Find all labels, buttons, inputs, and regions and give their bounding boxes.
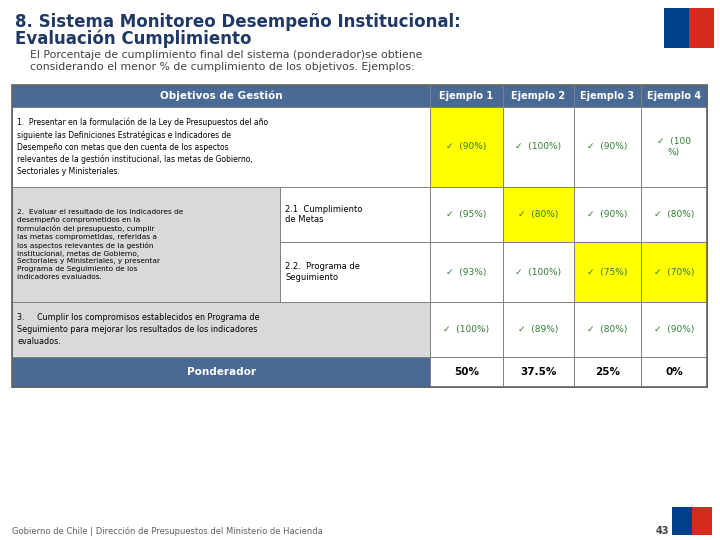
Bar — [430, 107, 503, 187]
Text: ✓  (75%): ✓ (75%) — [588, 267, 628, 276]
Text: Ejemplo 4: Ejemplo 4 — [647, 91, 701, 101]
Text: 2.  Evaluar el resultado de los indicadores de
desempeño comprometidos en la
for: 2. Evaluar el resultado de los indicador… — [17, 209, 184, 280]
Bar — [503, 107, 574, 187]
Bar — [692, 507, 712, 535]
Bar — [12, 357, 430, 387]
Bar — [430, 357, 503, 387]
Text: ✓  (93%): ✓ (93%) — [446, 267, 487, 276]
Text: ✓  (100
%): ✓ (100 %) — [657, 137, 691, 157]
Bar — [641, 85, 707, 107]
Text: ✓  (100%): ✓ (100%) — [444, 325, 490, 334]
Text: 0%: 0% — [665, 367, 683, 377]
Bar — [503, 187, 574, 242]
Bar — [503, 242, 574, 302]
Bar — [574, 242, 641, 302]
Text: Objetivos de Gestión: Objetivos de Gestión — [160, 91, 282, 102]
Bar — [641, 302, 707, 357]
Bar — [430, 302, 503, 357]
Text: 1.  Presentar en la formulación de la Ley de Presupuestos del año
siguiente las : 1. Presentar en la formulación de la Ley… — [17, 118, 268, 176]
Bar — [641, 107, 707, 187]
Bar — [664, 8, 689, 48]
Text: ✓  (90%): ✓ (90%) — [446, 143, 487, 152]
Bar — [574, 85, 641, 107]
Text: El Porcentaje de cumplimiento final del sistema (ponderador)se obtiene: El Porcentaje de cumplimiento final del … — [30, 50, 423, 60]
Text: ✓  (80%): ✓ (80%) — [518, 210, 559, 219]
Text: ✓  (70%): ✓ (70%) — [654, 267, 694, 276]
Bar — [574, 187, 641, 242]
Bar — [641, 357, 707, 387]
Bar — [280, 187, 430, 242]
Text: 43: 43 — [656, 526, 670, 536]
Bar — [641, 187, 707, 242]
Bar — [503, 302, 574, 357]
Text: ✓  (90%): ✓ (90%) — [588, 143, 628, 152]
Bar — [12, 85, 707, 387]
Text: 37.5%: 37.5% — [521, 367, 557, 377]
Text: ✓  (100%): ✓ (100%) — [516, 143, 562, 152]
Bar — [574, 107, 641, 187]
Bar — [689, 8, 714, 48]
Text: Evaluación Cumplimiento: Evaluación Cumplimiento — [15, 30, 251, 49]
Text: 3.     Cumplir los compromisos establecidos en Programa de
Seguimiento para mejo: 3. Cumplir los compromisos establecidos … — [17, 313, 259, 346]
Bar — [12, 107, 430, 187]
Text: considerando el menor % de cumplimiento de los objetivos. Ejemplos:: considerando el menor % de cumplimiento … — [30, 62, 415, 72]
Bar — [430, 85, 503, 107]
Bar — [503, 357, 574, 387]
Bar — [574, 302, 641, 357]
Text: ✓  (90%): ✓ (90%) — [654, 325, 694, 334]
Text: 2.2.  Programa de
Seguimiento: 2.2. Programa de Seguimiento — [285, 262, 360, 282]
Text: ✓  (80%): ✓ (80%) — [654, 210, 694, 219]
Bar — [12, 85, 430, 107]
Text: ✓  (89%): ✓ (89%) — [518, 325, 559, 334]
Text: Ponderador: Ponderador — [186, 367, 256, 377]
Text: Ejemplo 2: Ejemplo 2 — [511, 91, 566, 101]
Bar — [280, 242, 430, 302]
Text: Ejemplo 3: Ejemplo 3 — [580, 91, 634, 101]
Bar — [574, 357, 641, 387]
Text: ✓  (100%): ✓ (100%) — [516, 267, 562, 276]
Bar — [503, 85, 574, 107]
Bar — [12, 187, 280, 302]
Text: 50%: 50% — [454, 367, 479, 377]
Text: ✓  (90%): ✓ (90%) — [588, 210, 628, 219]
Text: 2.1  Cumplimiento
de Metas: 2.1 Cumplimiento de Metas — [285, 205, 362, 224]
Bar — [430, 242, 503, 302]
Text: 25%: 25% — [595, 367, 620, 377]
Bar — [12, 302, 430, 357]
Bar — [641, 242, 707, 302]
Text: ✓  (80%): ✓ (80%) — [588, 325, 628, 334]
Bar — [430, 187, 503, 242]
Text: Ejemplo 1: Ejemplo 1 — [439, 91, 494, 101]
Text: ✓  (95%): ✓ (95%) — [446, 210, 487, 219]
Text: 8. Sistema Monitoreo Desempeño Institucional:: 8. Sistema Monitoreo Desempeño Instituci… — [15, 13, 461, 31]
Text: Gobierno de Chile | Dirección de Presupuestos del Ministerio de Hacienda: Gobierno de Chile | Dirección de Presupu… — [12, 526, 323, 536]
Bar — [672, 507, 692, 535]
